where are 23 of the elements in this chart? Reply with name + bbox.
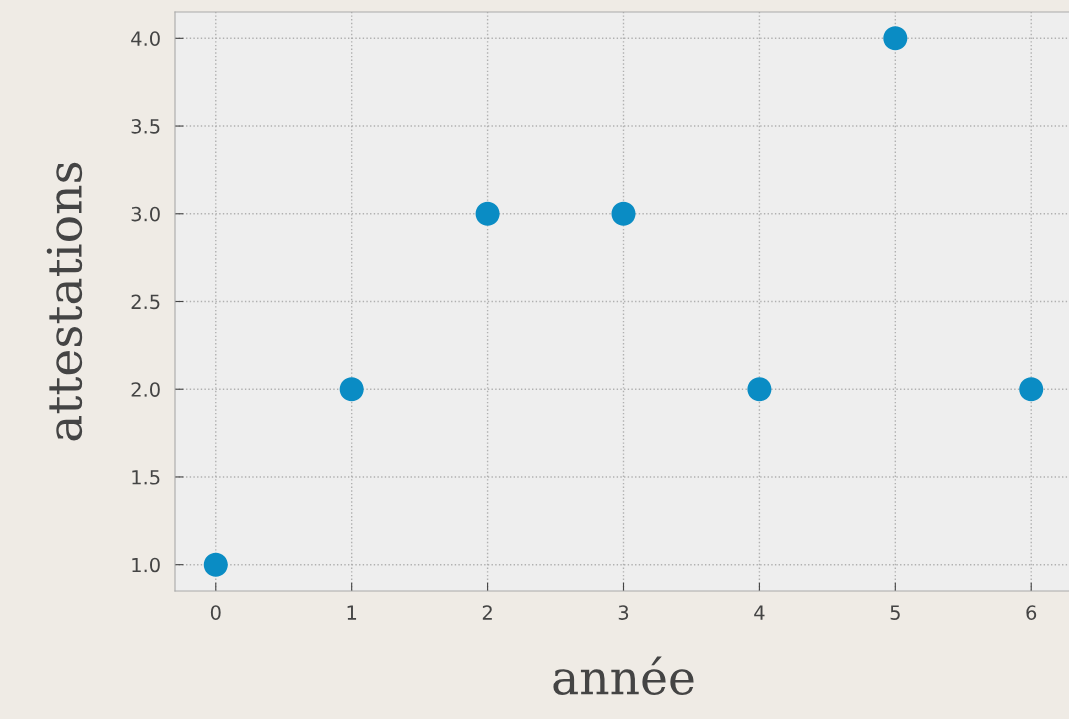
point <box>203 552 228 577</box>
y-tick-label: 2.5 <box>131 294 160 310</box>
x-tick-label: 2 <box>482 605 492 620</box>
x-tick-label: 6 <box>1026 605 1037 620</box>
x-tick-label: 4 <box>754 605 765 620</box>
y-tick-label: 1.5 <box>132 470 160 485</box>
point <box>883 26 908 51</box>
y-tick-label: 3.0 <box>131 206 160 222</box>
point <box>339 377 364 402</box>
y-tick-label: 3.5 <box>131 119 160 134</box>
point <box>1019 377 1044 402</box>
y-tick-label: 1.0 <box>132 557 160 573</box>
x-tick-label: 5 <box>890 605 900 620</box>
point <box>611 201 636 226</box>
x-axis-title: année <box>553 656 694 695</box>
x-tick-label: 0 <box>210 605 221 620</box>
x-tick-label: 1 <box>347 605 357 620</box>
y-tick-label: 2.0 <box>131 382 160 397</box>
y-tick-label: 4.0 <box>131 31 160 46</box>
y-axis-title: attestations <box>46 162 83 441</box>
point <box>747 377 772 402</box>
point <box>475 201 500 226</box>
x-tick-label: 3 <box>618 605 629 620</box>
